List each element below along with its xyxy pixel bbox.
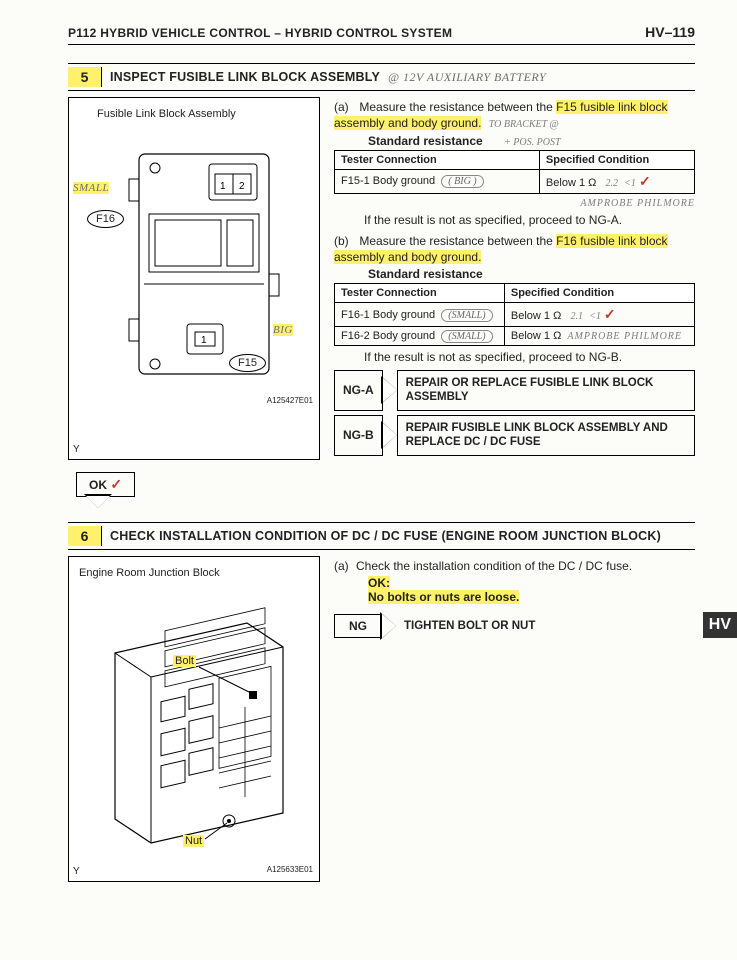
diagram2-title: Engine Room Junction Block [69,557,319,583]
diagram1-foot: A125427E01 [69,394,319,407]
nut-label: Nut [183,835,204,847]
diagram2-y: Y [73,866,80,877]
ng-b-text: REPAIR FUSIBLE LINK BLOCK ASSEMBLY AND R… [397,415,695,456]
hv-side-tab: HV [703,612,737,638]
ok-label-5: OK ✓ [76,472,135,497]
t2r2c2: Below 1 Ω AMPROBE PHILMORE [504,327,694,346]
step6-right: (a)Check the installation condition of t… [334,556,695,882]
ng-a-row: NG-A REPAIR OR REPLACE FUSIBLE LINK BLOC… [334,370,695,411]
step5-handwriting: @ 12V AUXILIARY BATTERY [388,70,546,85]
step5-diagram: Fusible Link Block Assembly 1 2 [68,97,320,460]
step5-number: 5 [68,67,102,87]
note-b: If the result is not as specified, proce… [364,350,695,364]
step6-body: Engine Room Junction Block [68,556,695,882]
step6-title: CHECK INSTALLATION CONDITION OF DC / DC … [110,529,661,543]
hw-big: BIG [273,324,293,336]
page-header: P112 HYBRID VEHICLE CONTROL – HYBRID CON… [68,24,695,45]
ok-text-6: No bolts or nuts are loose. [368,590,519,604]
step5-body: Fusible Link Block Assembly 1 2 [68,97,695,460]
f15-label: F15 [229,354,266,372]
ng-row-6: NG TIGHTEN BOLT OR NUT [334,614,695,638]
f16-label: F16 [87,210,124,228]
header-page-num: HV–119 [645,24,695,40]
t1-foot-hw: AMPROBE PHILMORE [334,198,695,209]
diagram1-title: Fusible Link Block Assembly [69,98,319,124]
step5-right: (a) Measure the resistance between the F… [334,97,695,460]
t1h1: Tester Connection [335,150,540,169]
b-pre: Measure the resistance between the [359,234,556,248]
t1r1c2: Below 1 Ω 2.2 <1 ✓ [539,169,694,193]
step6-number: 6 [68,526,102,546]
step5-title: INSPECT FUSIBLE LINK BLOCK ASSEMBLY [110,70,380,84]
svg-text:2: 2 [239,181,245,192]
ng-text-6: TIGHTEN BOLT OR NUT [396,614,695,638]
step6-diagram: Engine Room Junction Block [68,556,320,882]
header-left: P112 HYBRID VEHICLE CONTROL – HYBRID CON… [68,26,452,40]
bolt-label: Bolt [173,655,196,667]
diagram2-foot: A125633E01 [69,863,319,876]
t2h1: Tester Connection [335,284,505,303]
a-pre: Measure the resistance between the [359,100,556,114]
step5-a: (a) Measure the resistance between the F… [334,99,695,132]
std-res-1: Standard resistance + POS. POST [368,134,695,148]
ng-b-label: NG-B [334,415,383,456]
svg-text:1: 1 [201,335,207,346]
hw-a2: + POS. POST [504,137,560,148]
step5-b: (b) Measure the resistance between the F… [334,233,695,265]
fusible-link-svg: 1 2 1 [69,124,321,394]
ng-a-text: REPAIR OR REPLACE FUSIBLE LINK BLOCK ASS… [397,370,695,411]
hw-a1: TO BRACKET @ [489,119,559,130]
ng-b-row: NG-B REPAIR FUSIBLE LINK BLOCK ASSEMBLY … [334,415,695,456]
ng-a-label: NG-A [334,370,383,411]
ng-label-6: NG [334,614,382,638]
t1r1c1: F15-1 Body ground ( BIG ) [335,169,540,193]
diagram1-y: Y [73,444,80,455]
t2h2: Specified Condition [504,284,694,303]
arrow-right-icon [383,378,397,402]
step6-a: (a)Check the installation condition of t… [334,558,695,574]
ok-block-6: OK: No bolts or nuts are loose. [368,576,695,604]
arrow-down-icon [86,496,110,508]
table1: Tester ConnectionSpecified Condition F15… [334,150,695,194]
arrow-right-icon [383,423,397,447]
svg-text:1: 1 [220,181,226,192]
t2r1c1: F16-1 Body ground (SMALL) [335,303,505,327]
step5-bar: 5 INSPECT FUSIBLE LINK BLOCK ASSEMBLY @ … [68,63,695,91]
std-res-2: Standard resistance [368,267,695,281]
step6-bar: 6 CHECK INSTALLATION CONDITION OF DC / D… [68,522,695,550]
t2r2c1: F16-2 Body ground (SMALL) [335,327,505,346]
t1h2: Specified Condition [539,150,694,169]
table2: Tester ConnectionSpecified Condition F16… [334,283,695,346]
ok-label-6: OK: [368,576,390,590]
hw-small: SMALL [73,182,109,194]
ok-block-5: OK ✓ [68,464,695,508]
t2r1c2: Below 1 Ω 2.1 <1 ✓ [504,303,694,327]
arrow-right-icon [382,614,396,638]
note-a: If the result is not as specified, proce… [364,213,695,227]
junction-block-svg [69,583,321,863]
